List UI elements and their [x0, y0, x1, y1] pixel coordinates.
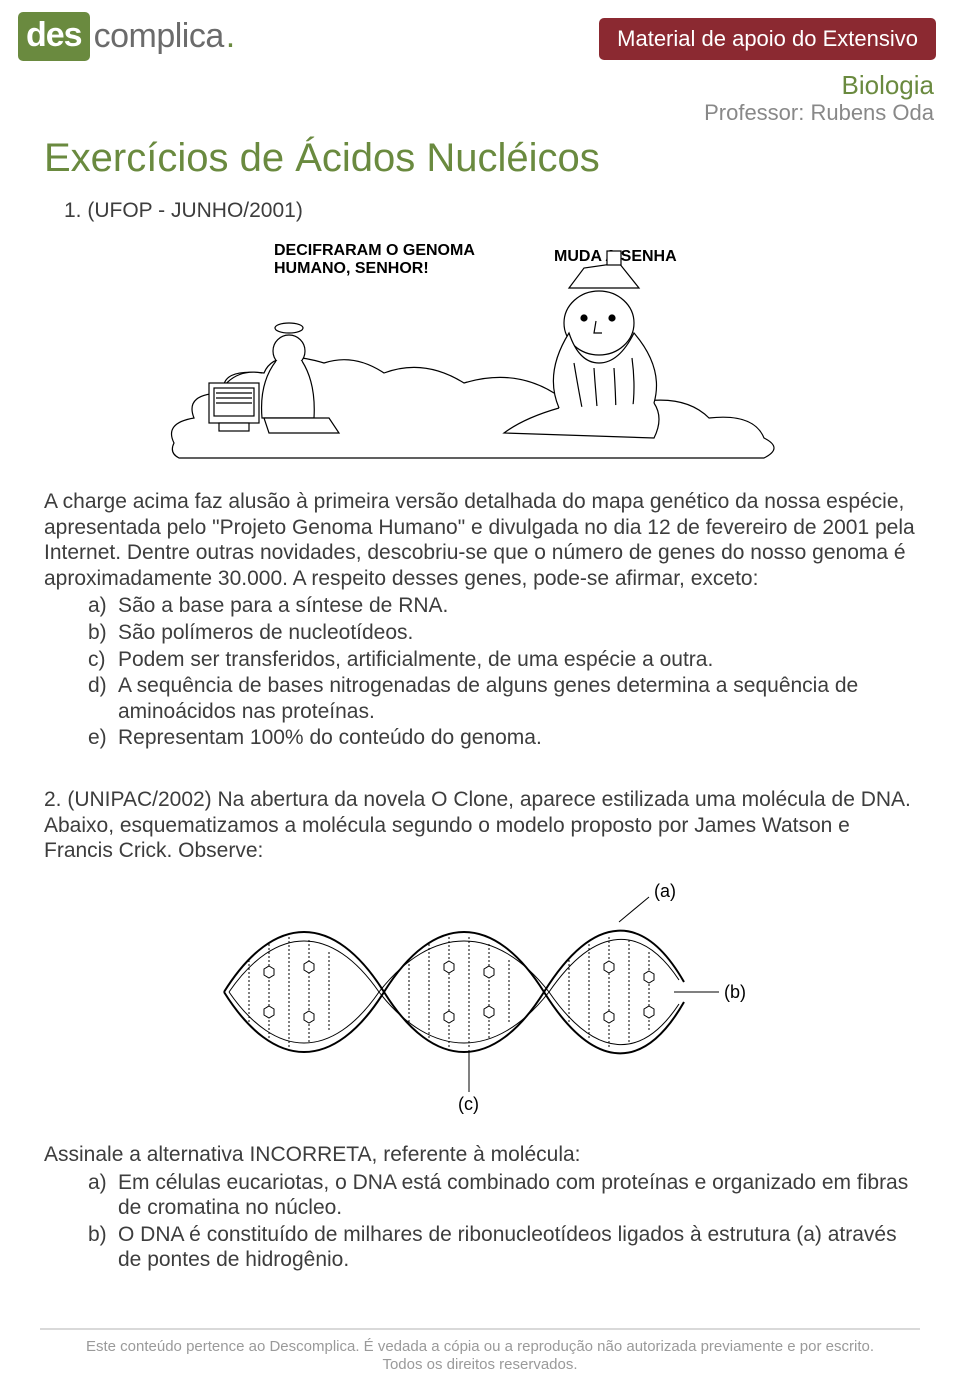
logo-rest: complica — [94, 17, 224, 56]
footer-line2: Todos os direitos reservados. — [40, 1356, 920, 1375]
logo-dot: . — [226, 17, 235, 56]
page-title: Exercícios de Ácidos Nucléicos — [44, 136, 916, 181]
material-badge: Material de apoio do Extensivo — [599, 18, 936, 60]
dna-label-a: (a) — [654, 882, 676, 901]
dna-basepairs — [249, 937, 649, 1047]
q1-body: A charge acima faz alusão à primeira ver… — [44, 489, 916, 591]
q2-options: a)Em células eucariotas, o DNA está comb… — [88, 1170, 916, 1273]
footer: Este conteúdo pertence ao Descomplica. É… — [40, 1328, 920, 1376]
q2-option-a: a)Em células eucariotas, o DNA está comb… — [88, 1170, 916, 1221]
q1-cartoon: DECIFRARAM O GENOMA HUMANO, SENHOR! MUDA… — [164, 233, 784, 473]
q1-options: a)São a base para a síntese de RNA. b)Sã… — [88, 593, 916, 751]
header: des complica . Material de apoio do Exte… — [0, 0, 960, 130]
q2-dna-figure: (a) (b) (c) — [214, 882, 754, 1122]
dna-label-b: (b) — [724, 982, 746, 1002]
q2-option-b: b)O DNA é constituído de milhares de rib… — [88, 1222, 916, 1273]
dna-label-c: (c) — [458, 1094, 479, 1114]
dna-helix — [224, 931, 684, 1054]
q1-source: 1. (UFOP - JUNHO/2001) — [64, 199, 916, 223]
footer-line1: Este conteúdo pertence ao Descomplica. É… — [40, 1338, 920, 1357]
logo-box: des — [18, 12, 90, 61]
q1-option-b: b)São polímeros de nucleotídeos. — [88, 620, 916, 646]
q1-option-d: d)A sequência de bases nitrogenadas de a… — [88, 673, 916, 724]
subject-label: Biologia — [841, 70, 934, 101]
logo: des complica . — [18, 12, 235, 61]
dna-bases — [264, 961, 654, 1023]
content: Exercícios de Ácidos Nucléicos 1. (UFOP … — [0, 136, 960, 1273]
q2-prompt: Assinale a alternativa INCORRETA, refere… — [44, 1142, 916, 1168]
q1-option-c: c)Podem ser transferidos, artificialment… — [88, 647, 916, 673]
q1-option-a: a)São a base para a síntese de RNA. — [88, 593, 916, 619]
q1-option-e: e)Representam 100% do conteúdo do genoma… — [88, 725, 916, 751]
dna-label-lines — [469, 897, 719, 1092]
professor-label: Professor: Rubens Oda — [704, 100, 934, 126]
q2-body: 2. (UNIPAC/2002) Na abertura da novela O… — [44, 787, 916, 864]
cartoon-caption-left: DECIFRARAM O GENOMA HUMANO, SENHOR! — [274, 242, 479, 277]
